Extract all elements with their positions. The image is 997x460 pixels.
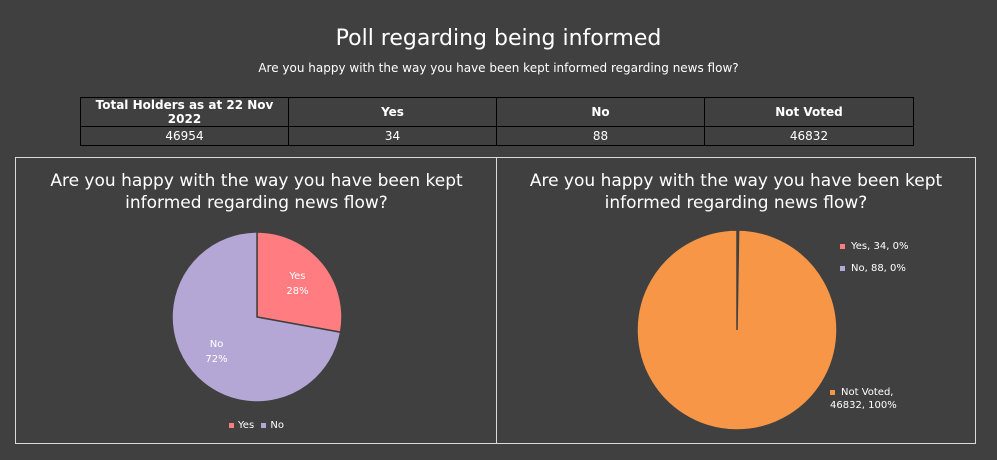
pie-chart-right — [636, 229, 838, 431]
pie-slice-not-voted — [636, 229, 838, 431]
header-yes: Yes — [288, 97, 497, 127]
data-label-no: No 72% — [205, 339, 227, 365]
chart-title-right: Are you happy with the way you have been… — [529, 171, 943, 213]
chart-panel-left: Are you happy with the way you have been… — [15, 157, 497, 444]
legend-item-no-right: No, 88, 0% — [840, 262, 906, 275]
legend-left: Yes No — [16, 420, 497, 431]
cell-no: 88 — [496, 126, 705, 146]
legend-swatch-yes-right — [840, 243, 845, 249]
chart-panel-right: Are you happy with the way you have been… — [496, 157, 976, 444]
chart-title-left: Are you happy with the way you have been… — [50, 171, 463, 213]
legend-swatch-yes — [229, 422, 235, 428]
cell-yes: 34 — [288, 126, 497, 146]
cell-total-holders: 46954 — [80, 126, 289, 146]
pie-chart-left: Yes 28% No 72% — [171, 231, 343, 403]
cell-not-voted: 46832 — [704, 126, 914, 146]
table-row: 46954 34 88 46832 — [80, 126, 914, 146]
legend-item-yes-right: Yes, 34, 0% — [840, 240, 908, 253]
page-title: Poll regarding being informed — [335, 26, 662, 51]
legend-label-not-voted-right: Not Voted, 46832, 100% — [830, 387, 897, 411]
legend-swatch-not-voted-right — [830, 389, 835, 395]
legend-label-yes-right: Yes, 34, 0% — [851, 241, 909, 252]
header-no: No — [496, 97, 705, 127]
legend-swatch-no-right — [840, 265, 845, 271]
summary-table: Total Holders as at 22 Nov 2022 Yes No N… — [80, 97, 914, 146]
legend-item-not-voted-right: Not Voted, 46832, 100% — [830, 386, 930, 412]
pie-slice-no — [171, 231, 342, 403]
header-total-holders: Total Holders as at 22 Nov 2022 — [80, 97, 289, 127]
legend-item-no: No — [261, 420, 284, 431]
legend-label-yes: Yes — [238, 420, 255, 431]
legend-label-no-right: No, 88, 0% — [851, 263, 906, 274]
table-header-row: Total Holders as at 22 Nov 2022 Yes No N… — [80, 97, 914, 127]
legend-item-yes: Yes — [229, 420, 254, 431]
page-subtitle: Are you happy with the way you have been… — [258, 61, 739, 75]
data-label-yes: Yes 28% — [286, 271, 308, 297]
header-not-voted: Not Voted — [704, 97, 914, 127]
legend-swatch-no — [261, 422, 267, 428]
legend-label-no: No — [270, 420, 284, 431]
pie-slice-yes — [256, 231, 343, 334]
